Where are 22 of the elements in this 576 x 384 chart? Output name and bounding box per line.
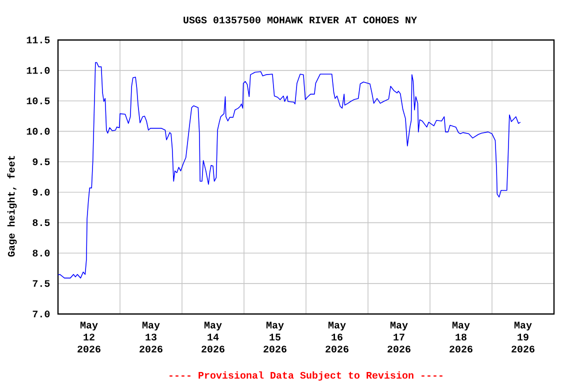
y-tick-label: 11.0 (26, 67, 50, 74)
x-tick-label: May 12 2026 (78, 322, 100, 352)
x-tick-label: May 17 2026 (388, 322, 410, 352)
y-tick-label: 8.5 (32, 219, 50, 226)
y-axis-title: Gage height, feet (7, 156, 17, 257)
x-tick-label: May 14 2026 (202, 322, 224, 352)
text: ---- Provisional Data Subject to Revision ---- (170, 371, 442, 381)
y-tick-label: 7.5 (32, 280, 50, 287)
x-tick-label: May 13 2026 (140, 322, 162, 352)
y-tick-label: 7.0 (32, 310, 50, 318)
x-tick-label: May 15 2026 (264, 322, 286, 352)
y-tick-label: 9.5 (32, 158, 50, 166)
chart-title: USGS 01357500 MOHAWK RIVER AT COHOES NY (184, 16, 417, 24)
y-tick-label: 10.0 (26, 128, 50, 135)
x-tick-label: May 19 2026 (512, 322, 534, 352)
y-tick-label: 11.5 (26, 36, 50, 44)
x-tick-label: May 18 2026 (450, 322, 472, 352)
x-tick-label: May 16 2026 (326, 322, 348, 352)
y-tick-label: 8.0 (32, 250, 50, 256)
y-tick-label: 10.5 (26, 97, 50, 104)
y-tick-label: 9.0 (32, 188, 50, 196)
line-series (58, 62, 521, 278)
